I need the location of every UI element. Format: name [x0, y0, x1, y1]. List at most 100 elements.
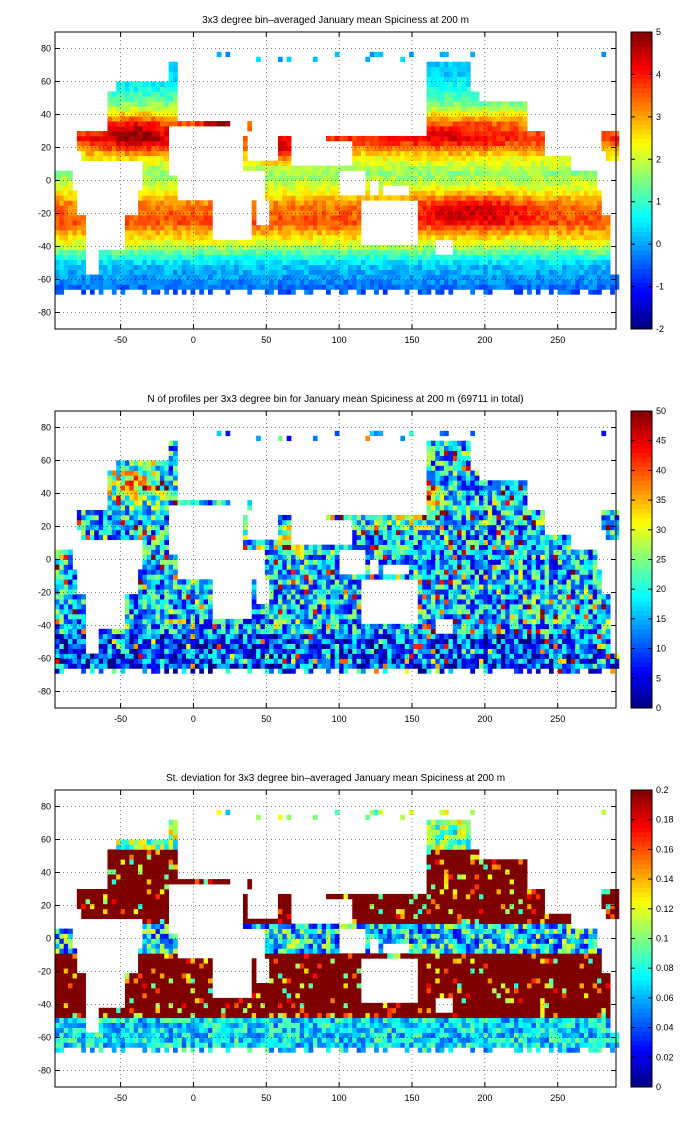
heatmap-cell [203, 643, 209, 649]
heatmap-cell [68, 175, 73, 181]
heatmap-cell [553, 259, 559, 265]
heatmap-cell [142, 170, 148, 176]
heatmap-cell [461, 61, 467, 67]
heatmap-cell [229, 254, 235, 261]
heatmap-cell [164, 534, 170, 541]
heatmap-cell [531, 185, 537, 191]
heatmap-cell [203, 264, 209, 270]
heatmap-cell [404, 284, 410, 290]
heatmap-cell [566, 284, 572, 290]
heatmap-cell [430, 185, 436, 191]
heatmap-cell [277, 56, 283, 63]
heatmap-cell [273, 604, 279, 610]
heatmap-cell [186, 210, 191, 216]
heatmap-cell [63, 239, 69, 246]
heatmap-cell [461, 254, 467, 261]
heatmap-cell [361, 289, 366, 295]
heatmap-cell [317, 284, 323, 290]
heatmap-cell [422, 165, 427, 171]
heatmap-cell [592, 225, 598, 231]
heatmap-cell [173, 480, 178, 486]
chart-title: N of profiles per 3x3 degree bin for Jan… [147, 394, 523, 405]
heatmap-cell [518, 264, 524, 270]
heatmap-cell [159, 609, 165, 615]
heatmap-cell [256, 225, 261, 231]
heatmap-cell [282, 589, 288, 595]
heatmap-cell [570, 289, 576, 295]
heatmap-cell [155, 633, 161, 640]
heatmap-cell [579, 249, 585, 256]
heatmap-cell [208, 584, 213, 590]
heatmap-cell [413, 254, 419, 261]
heatmap-cell [430, 175, 436, 181]
heatmap-cell [531, 140, 537, 147]
heatmap-cell [588, 249, 594, 256]
heatmap-cell [181, 663, 187, 669]
heatmap-cell [269, 230, 274, 236]
heatmap-cell [452, 259, 458, 265]
heatmap-cell [273, 200, 279, 206]
heatmap-cell [129, 140, 135, 147]
heatmap-cell [592, 259, 598, 265]
heatmap-cell [575, 289, 580, 295]
heatmap-cell [452, 220, 458, 226]
heatmap-cell [146, 249, 152, 256]
heatmap-cell [68, 259, 73, 265]
heatmap-cell [120, 91, 126, 97]
heatmap-cell [422, 220, 427, 226]
heatmap-cell [426, 279, 432, 285]
heatmap-cell [562, 234, 567, 241]
heatmap-cell [59, 234, 65, 241]
heatmap-cell [457, 150, 462, 157]
heatmap-cell [146, 549, 152, 555]
heatmap-cell [116, 638, 121, 644]
heatmap-cell [452, 215, 458, 221]
heatmap-cell [63, 623, 69, 630]
heatmap-cell [164, 633, 170, 640]
heatmap-cell [138, 190, 143, 196]
heatmap-cell [116, 500, 121, 506]
heatmap-cell [282, 160, 288, 166]
heatmap-cell [129, 239, 135, 246]
heatmap-cell [273, 215, 279, 221]
heatmap-cell [251, 259, 257, 265]
heatmap-cell [199, 584, 204, 590]
heatmap-cell [199, 658, 204, 664]
heatmap-cell [514, 210, 519, 216]
heatmap-cell [146, 215, 152, 221]
heatmap-cell [452, 126, 458, 132]
heatmap-cell [120, 524, 126, 531]
heatmap-cell [435, 259, 441, 265]
heatmap-cell [492, 160, 497, 166]
heatmap-cell [509, 279, 515, 285]
heatmap-cell [111, 259, 117, 265]
heatmap-cell [242, 264, 248, 270]
heatmap-cell [251, 160, 257, 166]
heatmap-cell [413, 284, 419, 290]
heatmap-cell [312, 230, 318, 236]
heatmap-cell [343, 205, 349, 211]
heatmap-cell [216, 244, 222, 251]
heatmap-cell [557, 269, 563, 275]
heatmap-cell [89, 653, 95, 659]
heatmap-cell [111, 514, 117, 521]
heatmap-cell [168, 485, 174, 491]
heatmap-cell [142, 279, 148, 285]
heatmap-cell [291, 623, 296, 630]
heatmap-cell [426, 185, 432, 191]
heatmap-cell [540, 180, 545, 186]
heatmap-cell [181, 259, 187, 265]
heatmap-cell [138, 475, 143, 481]
heatmap-cell [535, 185, 541, 191]
heatmap-cell [242, 145, 248, 152]
heatmap-cell [457, 274, 462, 280]
heatmap-cell [251, 210, 257, 216]
heatmap-cell [159, 623, 165, 630]
heatmap-cell [116, 510, 121, 516]
heatmap-cell [68, 205, 73, 211]
heatmap-cell [417, 150, 423, 157]
heatmap-cell [544, 185, 550, 191]
heatmap-cell [588, 190, 594, 196]
heatmap-cell [76, 623, 82, 630]
heatmap-cell [514, 289, 519, 295]
